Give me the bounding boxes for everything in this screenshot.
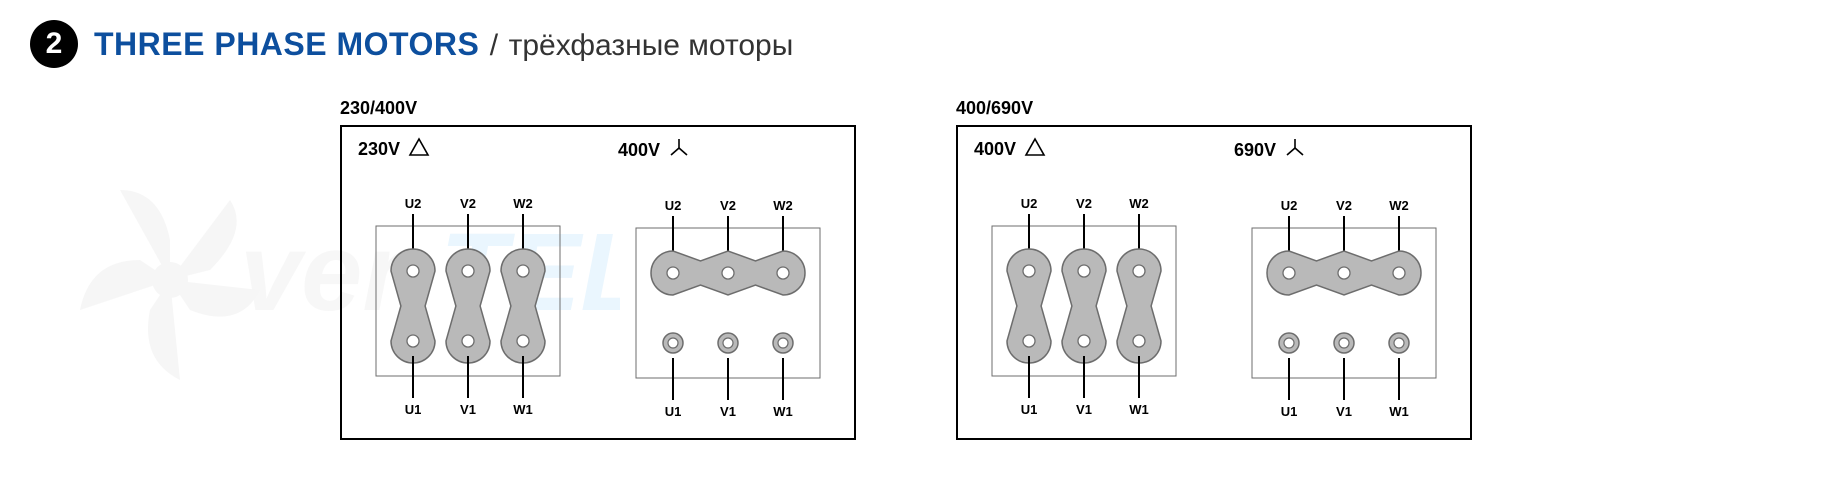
- svg-text:U1: U1: [405, 402, 422, 417]
- terminal-diagram: U2 V2 W2 U1 V1 W1: [358, 166, 578, 426]
- svg-text:W1: W1: [1129, 402, 1149, 417]
- svg-text:U2: U2: [1281, 198, 1298, 213]
- group-voltage-label: 400/690V: [956, 98, 1472, 119]
- title-ru: трёхфазные моторы: [509, 29, 794, 62]
- voltage-label: 400V: [618, 140, 660, 161]
- svg-text:U2: U2: [405, 196, 422, 211]
- wiring-group: 230/400V 230V U2 V2 W2 U1 V1 W1 400V: [340, 98, 856, 440]
- svg-text:U1: U1: [665, 404, 682, 419]
- section-number: 2: [46, 27, 63, 61]
- section-number-badge: 2: [30, 20, 78, 68]
- wiring-sub-header: 400V: [618, 137, 690, 164]
- star-icon: [668, 137, 690, 164]
- svg-text:U1: U1: [1281, 404, 1298, 419]
- group-box: 230V U2 V2 W2 U1 V1 W1 400V U2 V2 W2: [340, 125, 856, 440]
- terminal-diagram: U2 V2 W2 U1 V1 W1: [618, 168, 838, 428]
- svg-text:W2: W2: [513, 196, 533, 211]
- svg-text:V2: V2: [460, 196, 476, 211]
- delta-icon: [1024, 137, 1046, 162]
- section-title: THREE PHASE MOTORS / трёхфазные моторы: [94, 26, 793, 63]
- wiring-sub: 400V U2 V2 W2 U1 V1 W1: [974, 137, 1194, 428]
- svg-text:W2: W2: [1389, 198, 1409, 213]
- star-icon: [1284, 137, 1306, 164]
- svg-text:V1: V1: [720, 404, 736, 419]
- voltage-label: 400V: [974, 139, 1016, 160]
- title-sep: /: [490, 29, 498, 62]
- terminal-diagram: U2 V2 W2 U1 V1 W1: [974, 166, 1194, 426]
- svg-text:W2: W2: [1129, 196, 1149, 211]
- wiring-group: 400/690V 400V U2 V2 W2 U1 V1 W1 690V: [956, 98, 1472, 440]
- voltage-label: 690V: [1234, 140, 1276, 161]
- svg-text:W1: W1: [513, 402, 533, 417]
- svg-text:V2: V2: [720, 198, 736, 213]
- group-box: 400V U2 V2 W2 U1 V1 W1 690V U2 V2 W2: [956, 125, 1472, 440]
- svg-text:V2: V2: [1336, 198, 1352, 213]
- svg-text:V1: V1: [1076, 402, 1092, 417]
- svg-text:W2: W2: [773, 198, 793, 213]
- svg-text:W1: W1: [1389, 404, 1409, 419]
- svg-text:U2: U2: [1021, 196, 1038, 211]
- terminal-diagram: U2 V2 W2 U1 V1 W1: [1234, 168, 1454, 428]
- wiring-sub: 690V U2 V2 W2 U1 V1 W1: [1234, 137, 1454, 428]
- title-en: THREE PHASE MOTORS: [94, 26, 479, 62]
- svg-text:U2: U2: [665, 198, 682, 213]
- svg-text:V1: V1: [460, 402, 476, 417]
- voltage-label: 230V: [358, 139, 400, 160]
- wiring-sub: 400V U2 V2 W2 U1 V1 W1: [618, 137, 838, 428]
- svg-text:W1: W1: [773, 404, 793, 419]
- svg-text:U1: U1: [1021, 402, 1038, 417]
- section-header: 2 THREE PHASE MOTORS / трёхфазные моторы: [0, 0, 1840, 78]
- wiring-sub: 230V U2 V2 W2 U1 V1 W1: [358, 137, 578, 428]
- svg-text:V2: V2: [1076, 196, 1092, 211]
- wiring-sub-header: 230V: [358, 137, 430, 162]
- diagram-row: 230/400V 230V U2 V2 W2 U1 V1 W1 400V: [0, 78, 1840, 440]
- group-voltage-label: 230/400V: [340, 98, 856, 119]
- delta-icon: [408, 137, 430, 162]
- wiring-sub-header: 690V: [1234, 137, 1306, 164]
- svg-text:V1: V1: [1336, 404, 1352, 419]
- wiring-sub-header: 400V: [974, 137, 1046, 162]
